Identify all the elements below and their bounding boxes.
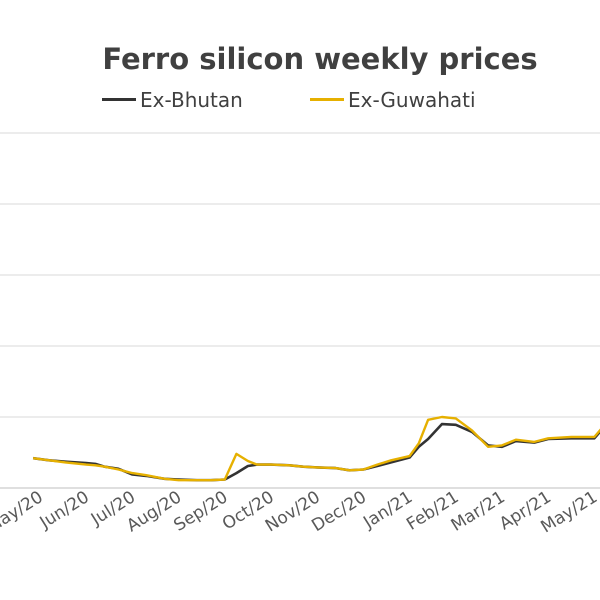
series-lines — [32, 415, 600, 482]
legend-swatch-ex-bhutan — [102, 98, 136, 101]
series-line-ex-guwahati — [32, 415, 600, 482]
series-line-ex-bhutan — [32, 422, 600, 482]
x-tick-label: Mar/21 — [448, 487, 509, 535]
chart-title: Ferro silicon weekly prices — [102, 42, 538, 76]
legend-label-ex-guwahati: Ex-Guwahati — [348, 88, 476, 112]
x-tick-label: Jun/20 — [36, 487, 93, 533]
grid-lines — [0, 132, 600, 489]
legend-item-ex-bhutan: Ex-Bhutan — [102, 88, 243, 112]
x-axis-tick-labels: May/20Jun/20Jul/20Aug/20Sep/20Oct/20Nov/… — [0, 487, 600, 537]
x-tick-label: May/20 — [0, 487, 47, 537]
legend-item-ex-guwahati: Ex-Guwahati — [310, 88, 476, 112]
x-tick-label: Sep/20 — [170, 487, 231, 535]
legend-swatch-ex-guwahati — [310, 98, 344, 101]
legend-label-ex-bhutan: Ex-Bhutan — [140, 88, 243, 112]
